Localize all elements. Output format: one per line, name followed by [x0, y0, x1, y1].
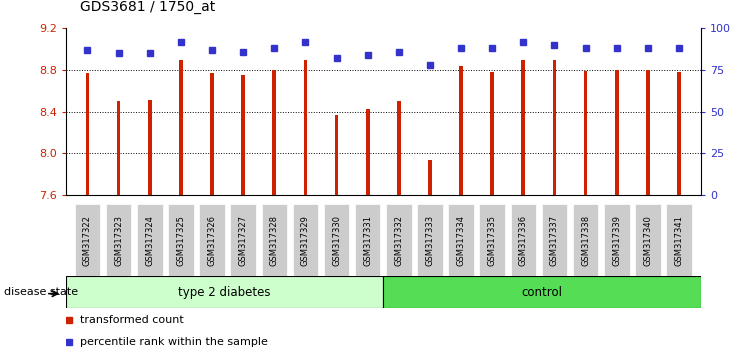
FancyBboxPatch shape: [604, 205, 629, 276]
FancyBboxPatch shape: [324, 205, 350, 276]
Text: GSM317332: GSM317332: [394, 215, 403, 266]
Text: GSM317329: GSM317329: [301, 215, 310, 266]
Text: GSM317334: GSM317334: [456, 215, 466, 266]
Bar: [615, 70, 618, 195]
FancyBboxPatch shape: [666, 205, 692, 276]
Text: GSM317331: GSM317331: [364, 215, 372, 266]
FancyBboxPatch shape: [573, 205, 599, 276]
Text: GSM317324: GSM317324: [145, 215, 154, 266]
FancyBboxPatch shape: [448, 205, 474, 276]
FancyBboxPatch shape: [417, 205, 442, 276]
Text: GSM317339: GSM317339: [612, 215, 621, 266]
Bar: [553, 59, 556, 195]
FancyBboxPatch shape: [231, 205, 256, 276]
Text: GSM317325: GSM317325: [177, 215, 185, 266]
Text: GSM317341: GSM317341: [675, 215, 683, 266]
FancyBboxPatch shape: [383, 276, 701, 308]
Bar: [210, 73, 214, 195]
FancyBboxPatch shape: [261, 205, 287, 276]
Text: GSM317323: GSM317323: [114, 215, 123, 266]
Bar: [677, 72, 681, 195]
Bar: [584, 71, 588, 195]
Bar: [179, 59, 182, 195]
Bar: [646, 70, 650, 195]
Bar: [521, 59, 525, 195]
Text: transformed count: transformed count: [80, 315, 183, 325]
Bar: [272, 70, 276, 195]
Text: GSM317333: GSM317333: [426, 215, 434, 266]
Text: disease state: disease state: [4, 287, 78, 297]
FancyBboxPatch shape: [510, 205, 536, 276]
FancyBboxPatch shape: [66, 276, 383, 308]
Bar: [242, 75, 245, 195]
FancyBboxPatch shape: [106, 205, 131, 276]
Bar: [459, 66, 463, 195]
Text: type 2 diabetes: type 2 diabetes: [178, 286, 271, 298]
FancyBboxPatch shape: [542, 205, 567, 276]
Text: GSM317322: GSM317322: [83, 215, 92, 266]
Text: control: control: [521, 286, 563, 298]
Text: GSM317337: GSM317337: [550, 215, 559, 266]
FancyBboxPatch shape: [199, 205, 225, 276]
Bar: [428, 160, 432, 195]
Text: GSM317335: GSM317335: [488, 215, 496, 266]
Bar: [366, 109, 369, 195]
Text: GSM317338: GSM317338: [581, 215, 590, 266]
FancyBboxPatch shape: [355, 205, 380, 276]
Text: GSM317330: GSM317330: [332, 215, 341, 266]
FancyBboxPatch shape: [635, 205, 661, 276]
Text: percentile rank within the sample: percentile rank within the sample: [80, 337, 268, 347]
Bar: [117, 101, 120, 195]
FancyBboxPatch shape: [386, 205, 412, 276]
Text: GSM317327: GSM317327: [239, 215, 247, 266]
Text: GSM317336: GSM317336: [519, 215, 528, 266]
Text: GSM317326: GSM317326: [207, 215, 217, 266]
FancyBboxPatch shape: [480, 205, 505, 276]
Bar: [334, 115, 339, 195]
FancyBboxPatch shape: [137, 205, 163, 276]
Bar: [304, 59, 307, 195]
Text: GSM317328: GSM317328: [270, 215, 279, 266]
FancyBboxPatch shape: [168, 205, 193, 276]
Bar: [491, 72, 494, 195]
FancyBboxPatch shape: [74, 205, 100, 276]
Text: GDS3681 / 1750_at: GDS3681 / 1750_at: [80, 0, 215, 14]
FancyBboxPatch shape: [293, 205, 318, 276]
Bar: [397, 101, 401, 195]
Bar: [85, 73, 89, 195]
Bar: [148, 100, 152, 195]
Text: GSM317340: GSM317340: [643, 215, 653, 266]
